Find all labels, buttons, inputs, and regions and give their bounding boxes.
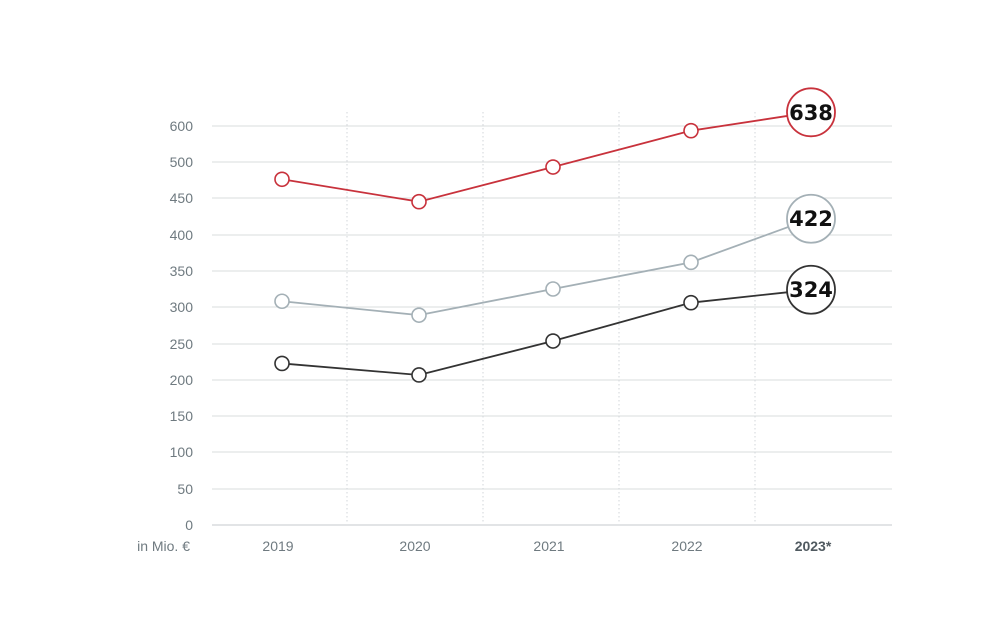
end-value-label-grey: 422 <box>789 207 833 231</box>
series-points <box>274 122 699 383</box>
end-marker-grey <box>786 193 836 244</box>
data-point-black <box>411 367 427 383</box>
data-point-grey <box>545 281 561 297</box>
y-tick-label: 300 <box>170 299 194 315</box>
data-point-black <box>274 355 290 372</box>
data-point-grey <box>274 293 290 310</box>
x-tick-label: 2021 <box>533 538 564 554</box>
series-line-black <box>281 291 788 376</box>
x-tick-label: 2020 <box>399 538 430 554</box>
y-tick-label: 250 <box>170 336 194 352</box>
data-point-red <box>274 171 290 188</box>
y-tick-label: 600 <box>170 118 194 134</box>
x-axis-ticks: 2019 2020 2021 2022 2023* <box>262 538 831 554</box>
x-tick-label: 2022 <box>671 538 702 554</box>
y-tick-label: 350 <box>170 263 194 279</box>
y-tick-label: 50 <box>177 481 193 497</box>
x-tick-label: 2023* <box>795 538 832 554</box>
data-point-grey <box>683 254 699 271</box>
data-point-black <box>545 333 561 349</box>
y-tick-label: 150 <box>170 408 194 424</box>
data-point-red <box>683 122 699 139</box>
series-line-red <box>281 115 788 203</box>
end-value-label-black: 324 <box>789 278 833 302</box>
data-point-black <box>683 294 699 311</box>
data-point-grey <box>411 307 427 323</box>
y-tick-label: 400 <box>170 227 194 243</box>
y-tick-label: 450 <box>170 190 194 206</box>
y-tick-label: 100 <box>170 444 194 460</box>
data-point-red <box>545 159 561 175</box>
data-point-red <box>411 193 427 210</box>
y-tick-label: 500 <box>170 154 194 170</box>
series-lines <box>281 115 789 376</box>
x-tick-label: 2019 <box>262 538 293 554</box>
y-axis-unit-label: in Mio. € <box>137 538 190 554</box>
y-tick-label: 200 <box>170 372 194 388</box>
end-value-label-red: 638 <box>789 101 833 125</box>
y-tick-label: 0 <box>185 517 193 533</box>
end-marker-red <box>786 87 836 138</box>
series-end-labels: 638 422 324 <box>786 87 836 315</box>
end-marker-black <box>786 264 836 315</box>
y-axis-ticks: 0 50 100 150 200 250 300 350 400 450 500 600 <box>170 118 194 533</box>
